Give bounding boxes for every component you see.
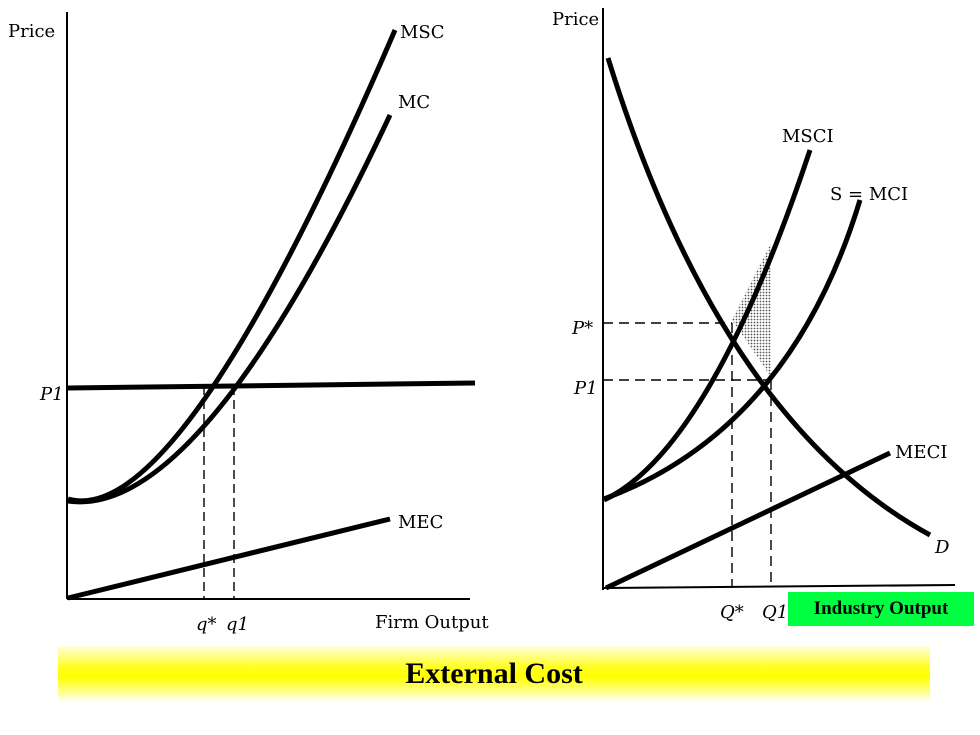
right-welfare-loss-area <box>732 243 771 377</box>
right-meci-line <box>604 450 892 591</box>
right-msci-curve <box>602 149 813 503</box>
left-label-msc: MSC <box>400 22 445 43</box>
left-y-axis-label: Price <box>8 21 55 42</box>
left-mec-line <box>67 516 391 601</box>
right-label-msci: MSCI <box>782 126 834 147</box>
left-label-mc: MC <box>398 92 430 113</box>
right-chart: Price MSCI S = MCI P* P1 MECI D Q* Q1 <box>552 8 956 623</box>
right-tick-p1: P1 <box>573 378 598 399</box>
right-label-mci: S = MCI <box>830 184 908 205</box>
right-tick-q1: Q1 <box>762 602 788 623</box>
right-tick-qstar: Q* <box>720 602 744 623</box>
left-tick-p1: P1 <box>39 384 64 405</box>
right-demand-curve <box>605 57 932 538</box>
left-mc-curve <box>67 113 393 505</box>
industry-output-label: Industry Output <box>788 592 974 626</box>
caption-band: External Cost <box>58 646 930 702</box>
right-tick-pstar: P* <box>571 318 593 339</box>
caption-title: External Cost <box>405 657 583 690</box>
left-x-axis-label: Firm Output <box>375 612 489 633</box>
left-tick-qstar: q* <box>196 614 217 635</box>
left-p1-line <box>67 380 476 391</box>
left-tick-q1: q1 <box>226 614 249 635</box>
right-y-axis-label: Price <box>552 9 599 30</box>
right-mci-curve <box>603 199 863 502</box>
left-label-mec: MEC <box>398 512 443 533</box>
right-x-axis <box>602 584 956 589</box>
right-label-meci: MECI <box>895 442 947 463</box>
left-chart: Price MSC MC P1 MEC q* q1 Firm Output <box>8 12 489 635</box>
right-label-d: D <box>934 537 950 558</box>
left-msc-curve <box>67 29 398 504</box>
